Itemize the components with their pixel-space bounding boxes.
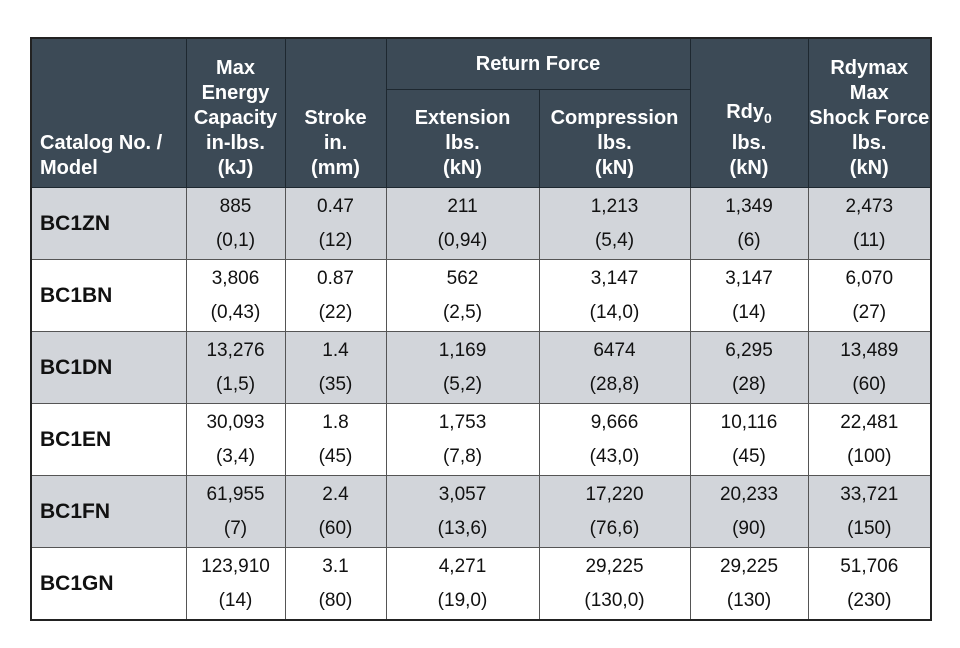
spec-table: Catalog No. / Model Max Energy Capacity … xyxy=(30,37,932,621)
extension-cell: 4,271 (19,0) xyxy=(385,547,540,621)
energy-cell: 123,910 (14) xyxy=(185,547,286,621)
energy-cell: 13,276 (1,5) xyxy=(185,331,286,404)
compression-cell: 3,147 (14,0) xyxy=(538,259,691,332)
model-cell: BC1DN xyxy=(30,331,187,404)
header-rdymax: Rdymax Max Shock Force lbs. (kN) xyxy=(807,37,932,188)
energy-cell: 30,093 (3,4) xyxy=(185,403,286,476)
table-row: BC1DN 13,276 (1,5) 1.4 (35) 1,169 (5,2) 647… xyxy=(30,331,932,404)
header-extension: Extension lbs. (kN) xyxy=(385,89,540,188)
energy-cell: 3,806 (0,43) xyxy=(185,259,286,332)
rdy0-cell: 3,147 (14) xyxy=(689,259,809,332)
compression-cell: 1,213 (5,4) xyxy=(538,187,691,260)
rdy0-cell: 20,233 (90) xyxy=(689,475,809,548)
rdy0-cell: 1,349 (6) xyxy=(689,187,809,260)
compression-cell: 9,666 (43,0) xyxy=(538,403,691,476)
rdymax-cell: 2,473 (11) xyxy=(807,187,932,260)
header-stroke: Stroke in. (mm) xyxy=(284,37,387,188)
compression-cell: 29,225 (130,0) xyxy=(538,547,691,621)
table-body: BC1ZN 885 (0,1) 0.47 (12) 211 (0,94) 1,213(… xyxy=(30,187,932,621)
header-compression: Compression lbs. (kN) xyxy=(538,89,691,188)
rdymax-cell: 33,721 (150) xyxy=(807,475,932,548)
header-rdy0: Rdy0 lbs. (kN) xyxy=(689,37,809,188)
compression-cell: 6474 (28,8) xyxy=(538,331,691,404)
rdymax-cell: 6,070 (27) xyxy=(807,259,932,332)
table-row: BC1FN 61,955 (7) 2.4 (60) 3,057 (13,6) 17,2… xyxy=(30,475,932,548)
header-model: Catalog No. / Model xyxy=(30,37,187,188)
extension-cell: 211 (0,94) xyxy=(385,187,540,260)
extension-cell: 1,753 (7,8) xyxy=(385,403,540,476)
stroke-cell: 3.1 (80) xyxy=(284,547,387,621)
header-return-force: Return Force xyxy=(385,37,691,90)
rdymax-cell: 13,489 (60) xyxy=(807,331,932,404)
model-cell: BC1EN xyxy=(30,403,187,476)
table-row: BC1BN 3,806 (0,43) 0.87 (22) 562 (2,5) 3,14… xyxy=(30,259,932,332)
extension-cell: 3,057 (13,6) xyxy=(385,475,540,548)
model-cell: BC1FN xyxy=(30,475,187,548)
rdy0-cell: 6,295 (28) xyxy=(689,331,809,404)
rdymax-cell: 51,706 (230) xyxy=(807,547,932,621)
energy-cell: 885 (0,1) xyxy=(185,187,286,260)
extension-cell: 562 (2,5) xyxy=(385,259,540,332)
stroke-cell: 1.8 (45) xyxy=(284,403,387,476)
header-energy-capacity: Max Energy Capacity in-lbs. (kJ) xyxy=(185,37,286,188)
rdymax-cell: 22,481 (100) xyxy=(807,403,932,476)
table-row: BC1EN 30,093 (3,4) 1.8 (45) 1,753 (7,8) 9,6… xyxy=(30,403,932,476)
stroke-cell: 0.47 (12) xyxy=(284,187,387,260)
extension-cell: 1,169 (5,2) xyxy=(385,331,540,404)
model-cell: BC1GN xyxy=(30,547,187,621)
stroke-cell: 1.4 (35) xyxy=(284,331,387,404)
table-row: BC1ZN 885 (0,1) 0.47 (12) 211 (0,94) 1,213(… xyxy=(30,187,932,260)
stroke-cell: 2.4 (60) xyxy=(284,475,387,548)
stroke-cell: 0.87 (22) xyxy=(284,259,387,332)
model-cell: BC1BN xyxy=(30,259,187,332)
model-cell: BC1ZN xyxy=(30,187,187,260)
table-row: BC1GN 123,910 (14) 3.1 (80) 4,271 (19,0) 29… xyxy=(30,547,932,621)
spec-table-wrapper: Catalog No. / Model Max Energy Capacity … xyxy=(30,37,932,621)
compression-cell: 17,220 (76,6) xyxy=(538,475,691,548)
rdy0-cell: 10,116 (45) xyxy=(689,403,809,476)
rdy0-cell: 29,225 (130) xyxy=(689,547,809,621)
energy-cell: 61,955 (7) xyxy=(185,475,286,548)
